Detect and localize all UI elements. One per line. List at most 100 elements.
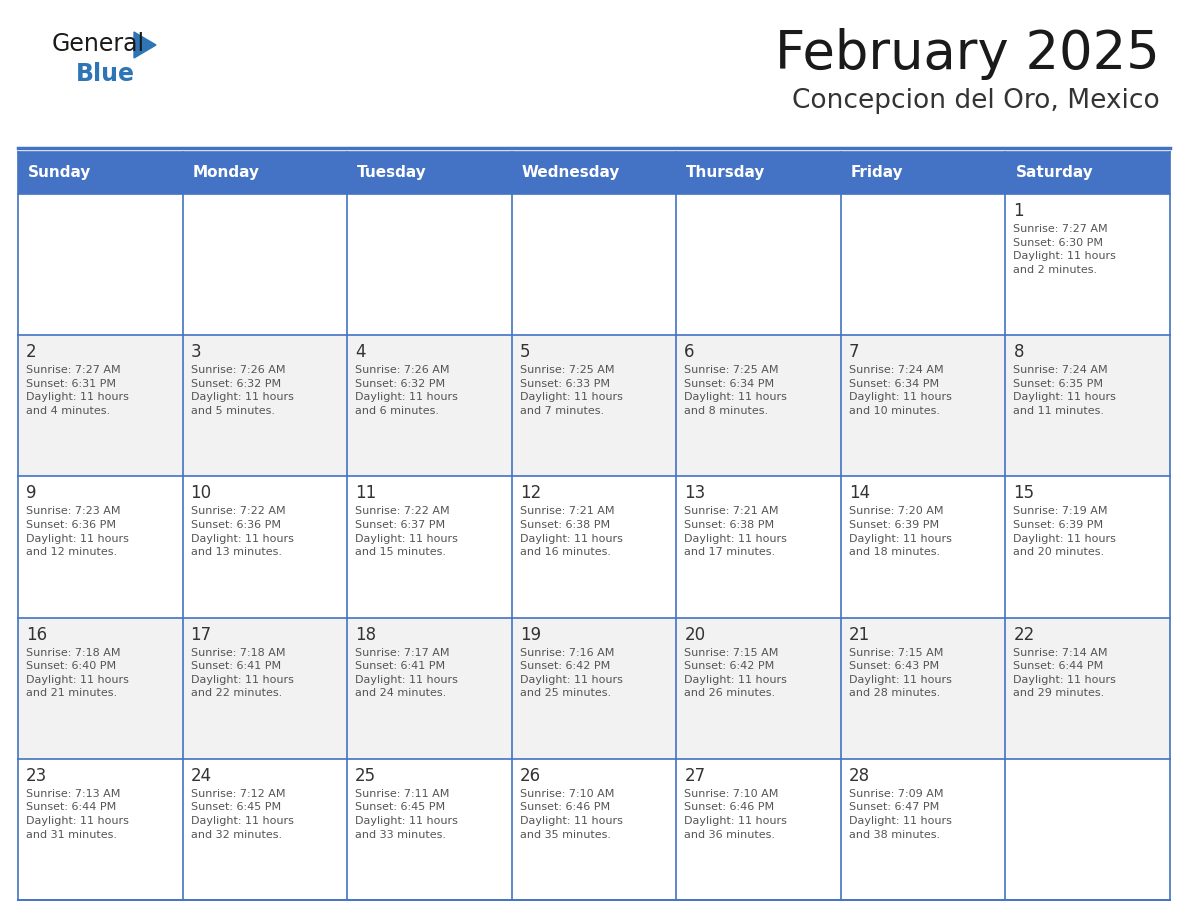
- Text: 6: 6: [684, 343, 695, 361]
- Bar: [841, 618, 1005, 759]
- Bar: [347, 476, 512, 618]
- Bar: [347, 335, 512, 476]
- Text: Sunrise: 7:18 AM
Sunset: 6:41 PM
Daylight: 11 hours
and 22 minutes.: Sunrise: 7:18 AM Sunset: 6:41 PM Dayligh…: [190, 647, 293, 699]
- Text: 26: 26: [519, 767, 541, 785]
- Text: Sunrise: 7:18 AM
Sunset: 6:40 PM
Daylight: 11 hours
and 21 minutes.: Sunrise: 7:18 AM Sunset: 6:40 PM Dayligh…: [26, 647, 128, 699]
- Bar: [512, 194, 676, 335]
- Bar: [347, 618, 512, 759]
- Bar: [841, 194, 1005, 335]
- Bar: [841, 335, 1005, 476]
- Text: Sunrise: 7:21 AM
Sunset: 6:38 PM
Daylight: 11 hours
and 16 minutes.: Sunrise: 7:21 AM Sunset: 6:38 PM Dayligh…: [519, 507, 623, 557]
- Text: 19: 19: [519, 625, 541, 644]
- Bar: [18, 152, 183, 194]
- Text: 4: 4: [355, 343, 366, 361]
- Text: Sunrise: 7:19 AM
Sunset: 6:39 PM
Daylight: 11 hours
and 20 minutes.: Sunrise: 7:19 AM Sunset: 6:39 PM Dayligh…: [1013, 507, 1117, 557]
- Bar: [841, 476, 1005, 618]
- Bar: [841, 759, 1005, 900]
- Text: 5: 5: [519, 343, 530, 361]
- Text: Sunrise: 7:22 AM
Sunset: 6:37 PM
Daylight: 11 hours
and 15 minutes.: Sunrise: 7:22 AM Sunset: 6:37 PM Dayligh…: [355, 507, 459, 557]
- Text: Sunrise: 7:14 AM
Sunset: 6:44 PM
Daylight: 11 hours
and 29 minutes.: Sunrise: 7:14 AM Sunset: 6:44 PM Dayligh…: [1013, 647, 1117, 699]
- Bar: [18, 194, 183, 335]
- Text: Sunrise: 7:15 AM
Sunset: 6:42 PM
Daylight: 11 hours
and 26 minutes.: Sunrise: 7:15 AM Sunset: 6:42 PM Dayligh…: [684, 647, 788, 699]
- Text: Sunrise: 7:25 AM
Sunset: 6:34 PM
Daylight: 11 hours
and 8 minutes.: Sunrise: 7:25 AM Sunset: 6:34 PM Dayligh…: [684, 365, 788, 416]
- Text: 10: 10: [190, 485, 211, 502]
- Bar: [512, 476, 676, 618]
- Bar: [1005, 152, 1170, 194]
- Text: Sunrise: 7:10 AM
Sunset: 6:46 PM
Daylight: 11 hours
and 35 minutes.: Sunrise: 7:10 AM Sunset: 6:46 PM Dayligh…: [519, 789, 623, 840]
- Text: Sunrise: 7:24 AM
Sunset: 6:34 PM
Daylight: 11 hours
and 10 minutes.: Sunrise: 7:24 AM Sunset: 6:34 PM Dayligh…: [849, 365, 952, 416]
- Text: Sunrise: 7:22 AM
Sunset: 6:36 PM
Daylight: 11 hours
and 13 minutes.: Sunrise: 7:22 AM Sunset: 6:36 PM Dayligh…: [190, 507, 293, 557]
- Bar: [1005, 618, 1170, 759]
- Text: 2: 2: [26, 343, 37, 361]
- Bar: [1005, 194, 1170, 335]
- Bar: [1005, 759, 1170, 900]
- Text: 21: 21: [849, 625, 870, 644]
- Text: Sunrise: 7:20 AM
Sunset: 6:39 PM
Daylight: 11 hours
and 18 minutes.: Sunrise: 7:20 AM Sunset: 6:39 PM Dayligh…: [849, 507, 952, 557]
- Text: Thursday: Thursday: [687, 165, 765, 181]
- Bar: [512, 759, 676, 900]
- Bar: [676, 335, 841, 476]
- Bar: [183, 759, 347, 900]
- Text: 7: 7: [849, 343, 859, 361]
- Text: 27: 27: [684, 767, 706, 785]
- Text: 15: 15: [1013, 485, 1035, 502]
- Text: Sunrise: 7:23 AM
Sunset: 6:36 PM
Daylight: 11 hours
and 12 minutes.: Sunrise: 7:23 AM Sunset: 6:36 PM Dayligh…: [26, 507, 128, 557]
- Text: Sunrise: 7:26 AM
Sunset: 6:32 PM
Daylight: 11 hours
and 6 minutes.: Sunrise: 7:26 AM Sunset: 6:32 PM Dayligh…: [355, 365, 459, 416]
- Text: Sunrise: 7:09 AM
Sunset: 6:47 PM
Daylight: 11 hours
and 38 minutes.: Sunrise: 7:09 AM Sunset: 6:47 PM Dayligh…: [849, 789, 952, 840]
- Bar: [183, 152, 347, 194]
- Text: Sunrise: 7:13 AM
Sunset: 6:44 PM
Daylight: 11 hours
and 31 minutes.: Sunrise: 7:13 AM Sunset: 6:44 PM Dayligh…: [26, 789, 128, 840]
- Bar: [512, 152, 676, 194]
- Bar: [183, 194, 347, 335]
- Text: Tuesday: Tuesday: [358, 165, 426, 181]
- Text: 9: 9: [26, 485, 37, 502]
- Text: 24: 24: [190, 767, 211, 785]
- Text: Sunrise: 7:21 AM
Sunset: 6:38 PM
Daylight: 11 hours
and 17 minutes.: Sunrise: 7:21 AM Sunset: 6:38 PM Dayligh…: [684, 507, 788, 557]
- Text: Sunrise: 7:25 AM
Sunset: 6:33 PM
Daylight: 11 hours
and 7 minutes.: Sunrise: 7:25 AM Sunset: 6:33 PM Dayligh…: [519, 365, 623, 416]
- Bar: [347, 152, 512, 194]
- Text: Monday: Monday: [192, 165, 259, 181]
- Bar: [676, 476, 841, 618]
- Text: Saturday: Saturday: [1016, 165, 1093, 181]
- Bar: [347, 194, 512, 335]
- Bar: [1005, 335, 1170, 476]
- Text: Sunrise: 7:10 AM
Sunset: 6:46 PM
Daylight: 11 hours
and 36 minutes.: Sunrise: 7:10 AM Sunset: 6:46 PM Dayligh…: [684, 789, 788, 840]
- Bar: [18, 335, 183, 476]
- Bar: [1005, 476, 1170, 618]
- Polygon shape: [134, 32, 156, 58]
- Bar: [512, 335, 676, 476]
- Text: Sunrise: 7:24 AM
Sunset: 6:35 PM
Daylight: 11 hours
and 11 minutes.: Sunrise: 7:24 AM Sunset: 6:35 PM Dayligh…: [1013, 365, 1117, 416]
- Text: Wednesday: Wednesday: [522, 165, 620, 181]
- Text: Sunrise: 7:27 AM
Sunset: 6:31 PM
Daylight: 11 hours
and 4 minutes.: Sunrise: 7:27 AM Sunset: 6:31 PM Dayligh…: [26, 365, 128, 416]
- Bar: [676, 152, 841, 194]
- Text: 8: 8: [1013, 343, 1024, 361]
- Text: 16: 16: [26, 625, 48, 644]
- Text: Concepcion del Oro, Mexico: Concepcion del Oro, Mexico: [792, 88, 1159, 114]
- Bar: [347, 759, 512, 900]
- Text: 11: 11: [355, 485, 377, 502]
- Bar: [183, 335, 347, 476]
- Text: 12: 12: [519, 485, 541, 502]
- Text: Blue: Blue: [76, 62, 135, 86]
- Text: 20: 20: [684, 625, 706, 644]
- Bar: [676, 618, 841, 759]
- Text: 17: 17: [190, 625, 211, 644]
- Bar: [183, 476, 347, 618]
- Bar: [18, 476, 183, 618]
- Text: Sunrise: 7:15 AM
Sunset: 6:43 PM
Daylight: 11 hours
and 28 minutes.: Sunrise: 7:15 AM Sunset: 6:43 PM Dayligh…: [849, 647, 952, 699]
- Bar: [841, 152, 1005, 194]
- Text: 18: 18: [355, 625, 377, 644]
- Text: 23: 23: [26, 767, 48, 785]
- Bar: [18, 618, 183, 759]
- Text: 28: 28: [849, 767, 870, 785]
- Bar: [676, 759, 841, 900]
- Text: February 2025: February 2025: [776, 28, 1159, 80]
- Text: Sunrise: 7:27 AM
Sunset: 6:30 PM
Daylight: 11 hours
and 2 minutes.: Sunrise: 7:27 AM Sunset: 6:30 PM Dayligh…: [1013, 224, 1117, 274]
- Text: Sunrise: 7:11 AM
Sunset: 6:45 PM
Daylight: 11 hours
and 33 minutes.: Sunrise: 7:11 AM Sunset: 6:45 PM Dayligh…: [355, 789, 459, 840]
- Bar: [512, 618, 676, 759]
- Text: Sunrise: 7:17 AM
Sunset: 6:41 PM
Daylight: 11 hours
and 24 minutes.: Sunrise: 7:17 AM Sunset: 6:41 PM Dayligh…: [355, 647, 459, 699]
- Text: Sunrise: 7:12 AM
Sunset: 6:45 PM
Daylight: 11 hours
and 32 minutes.: Sunrise: 7:12 AM Sunset: 6:45 PM Dayligh…: [190, 789, 293, 840]
- Text: 14: 14: [849, 485, 870, 502]
- Text: 22: 22: [1013, 625, 1035, 644]
- Text: General: General: [52, 32, 145, 56]
- Text: 1: 1: [1013, 202, 1024, 220]
